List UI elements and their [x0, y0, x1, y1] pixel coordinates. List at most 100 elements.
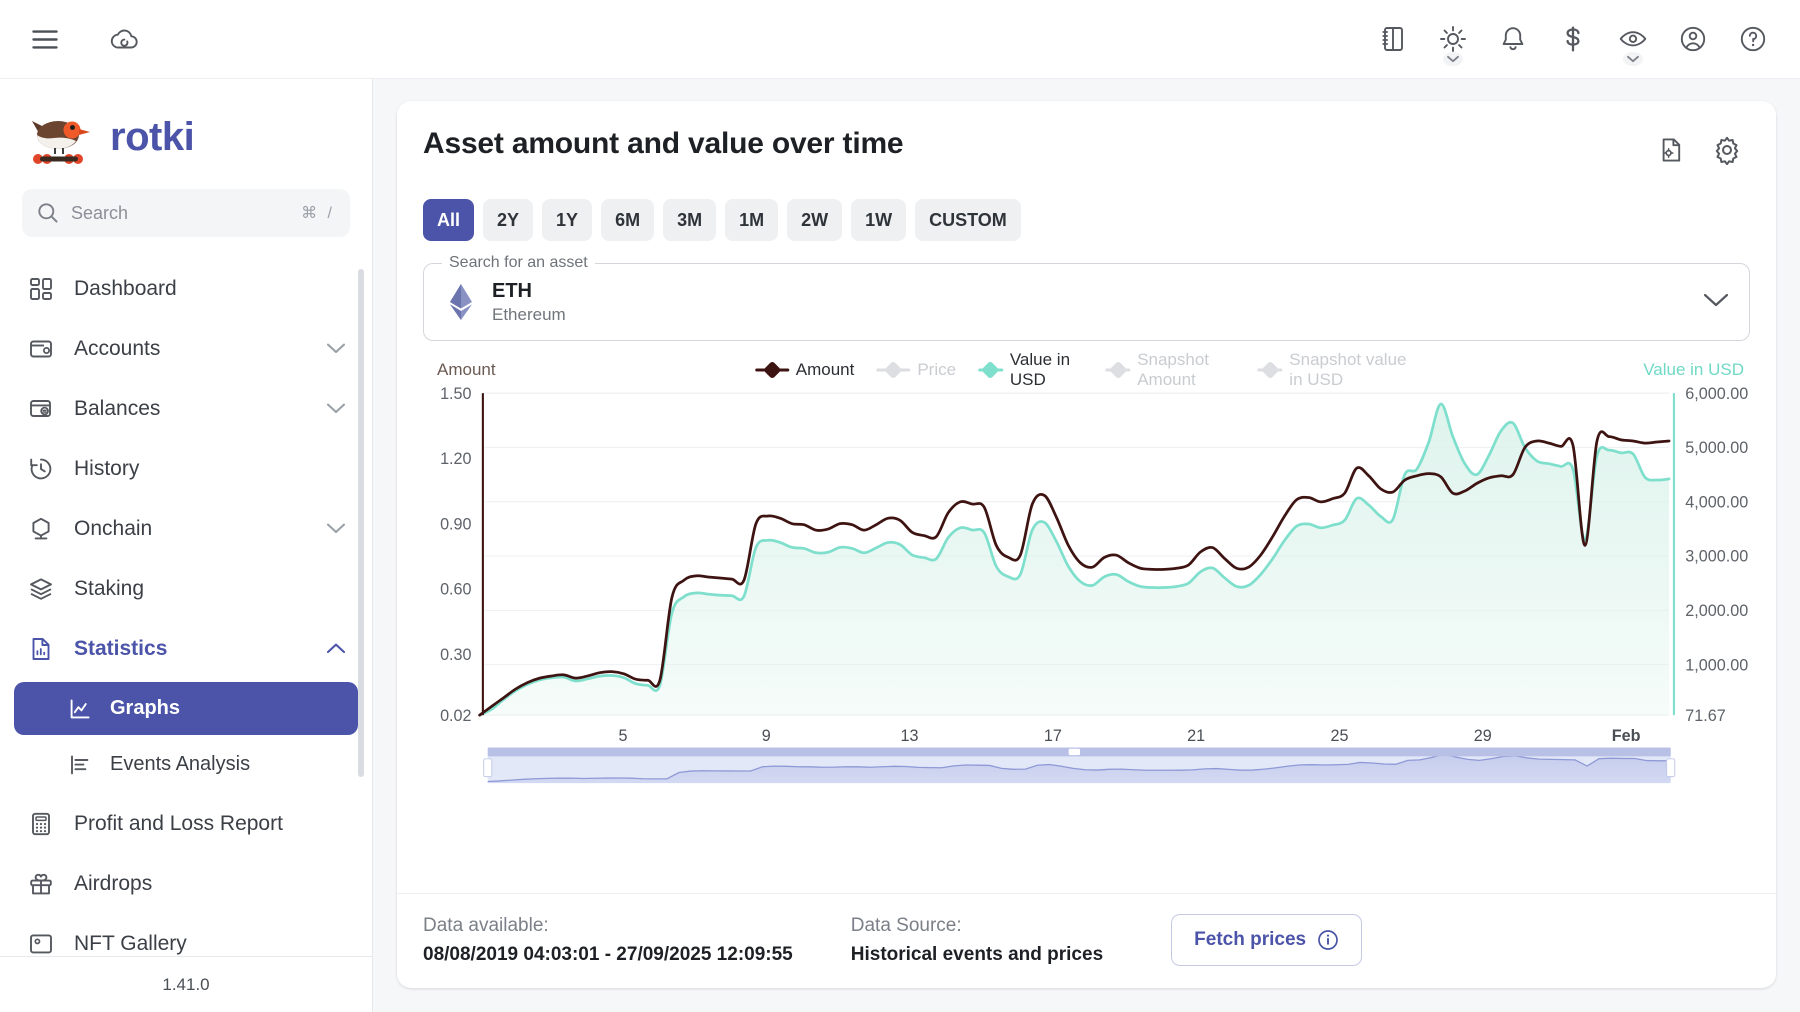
- svg-text:1.50: 1.50: [440, 385, 471, 403]
- svg-text:0.30: 0.30: [440, 646, 471, 664]
- sidebar-item-history[interactable]: History: [0, 439, 372, 499]
- legend-item-price[interactable]: Price: [876, 360, 956, 380]
- account-circle-icon[interactable]: [1670, 16, 1716, 62]
- sidebar-item-graphs[interactable]: Graphs: [14, 682, 358, 735]
- sidebar-item-label: Statistics: [74, 637, 168, 660]
- chevron-down-icon[interactable]: [1703, 292, 1729, 313]
- svg-text:13: 13: [901, 727, 919, 745]
- range-button-1y[interactable]: 1Y: [542, 199, 593, 241]
- legend-label: Snapshot value in USD: [1289, 350, 1407, 389]
- main-content: Asset amount and value over time All 2Y …: [373, 79, 1800, 1012]
- graph-card: Asset amount and value over time All 2Y …: [397, 101, 1776, 988]
- legend-item-value-in-usd[interactable]: Value in USD: [978, 350, 1083, 390]
- search-shortcut: ⌘ /: [301, 205, 335, 222]
- sidebar-scrollbar-track[interactable]: [358, 263, 368, 950]
- gear-icon[interactable]: [1704, 127, 1750, 173]
- range-button-6m[interactable]: 6M: [601, 199, 655, 241]
- chevron-up-icon[interactable]: [326, 637, 346, 661]
- card-header: Asset amount and value over time: [423, 127, 1750, 173]
- sidebar-item-dashboard[interactable]: Dashboard: [0, 259, 372, 319]
- range-button-2y[interactable]: 2Y: [483, 199, 534, 241]
- theme-sun-icon[interactable]: [1430, 16, 1476, 66]
- bar-list-icon: [71, 754, 89, 774]
- sidebar-item-profit-and-loss-report[interactable]: Profit and Loss Report: [0, 794, 372, 854]
- range-slider-handle-right[interactable]: [1666, 758, 1676, 778]
- left-axis-title: Amount: [437, 360, 496, 379]
- sidebar: rotki Search ⌘ / Dashboard Accounts: [0, 79, 373, 1012]
- svg-text:21: 21: [1187, 727, 1205, 745]
- range-button-3m[interactable]: 3M: [663, 199, 717, 241]
- sidebar-item-events-analysis[interactable]: Events Analysis: [14, 738, 358, 791]
- legend-label: Snapshot Amount: [1137, 350, 1210, 389]
- legend-item-snapshot-amount[interactable]: Snapshot Amount: [1105, 350, 1235, 390]
- range-button-all[interactable]: All: [423, 199, 475, 241]
- chart-area: Amount Amount Price: [423, 350, 1750, 893]
- legend-marker-icon: [1257, 364, 1282, 376]
- chevron-down-icon[interactable]: [326, 337, 346, 361]
- brand-name: rotki: [110, 114, 195, 159]
- chart-document-icon: [32, 638, 50, 660]
- eye-icon[interactable]: [1610, 16, 1656, 66]
- asset-select-legend: Search for an asset: [442, 254, 595, 272]
- range-button-1m[interactable]: 1M: [725, 199, 779, 241]
- fetch-prices-button[interactable]: Fetch prices: [1171, 914, 1363, 966]
- legend-item-snapshot-value-in-usd[interactable]: Snapshot value in USD: [1257, 350, 1418, 390]
- legend-marker-icon: [755, 364, 789, 376]
- sidebar-item-label: Airdrops: [74, 872, 153, 895]
- svg-text:5: 5: [618, 727, 627, 745]
- sidebar-nav: Dashboard Accounts Balances History: [0, 259, 372, 956]
- topbar-actions: [1370, 16, 1776, 66]
- legend-item-amount[interactable]: Amount: [755, 360, 855, 380]
- sidebar-item-onchain[interactable]: Onchain: [0, 499, 372, 559]
- page-title: Asset amount and value over time: [423, 127, 904, 160]
- svg-text:17: 17: [1044, 727, 1062, 745]
- sidebar-item-statistics[interactable]: Statistics: [0, 619, 372, 679]
- svg-text:9: 9: [762, 727, 771, 745]
- brand-logo[interactable]: rotki: [0, 79, 372, 189]
- chevron-down-icon[interactable]: [326, 517, 346, 541]
- dollar-icon[interactable]: [1550, 16, 1596, 62]
- fetch-prices-label: Fetch prices: [1194, 929, 1307, 950]
- chevron-down-icon[interactable]: [326, 397, 346, 421]
- legend-label: Amount: [795, 360, 855, 379]
- sidebar-scrollbar-thumb[interactable]: [358, 269, 364, 777]
- search-input[interactable]: Search ⌘ /: [22, 189, 350, 237]
- notes-icon[interactable]: [1370, 16, 1416, 62]
- sidebar-item-airdrops[interactable]: Airdrops: [0, 854, 372, 914]
- svg-text:0.60: 0.60: [440, 581, 471, 599]
- range-button-2w[interactable]: 2W: [787, 199, 843, 241]
- search-icon: [38, 203, 58, 223]
- chevron-down-icon[interactable]: [1623, 52, 1643, 66]
- sidebar-item-label: Balances: [74, 397, 161, 420]
- bell-icon[interactable]: [1490, 16, 1536, 62]
- range-button-custom[interactable]: CUSTOM: [915, 199, 1021, 241]
- sidebar-item-label: Events Analysis: [110, 753, 251, 775]
- time-range-selector: All 2Y 1Y 6M 3M 1M 2W 1W CUSTOM: [423, 199, 1750, 241]
- file-settings-icon[interactable]: [1648, 127, 1694, 173]
- svg-text:0.90: 0.90: [440, 515, 471, 533]
- range-button-1w[interactable]: 1W: [851, 199, 907, 241]
- range-slider-handle-left[interactable]: [483, 758, 493, 778]
- asset-select[interactable]: Search for an asset ETH Ethereum: [423, 254, 1750, 341]
- help-circle-icon[interactable]: [1730, 16, 1776, 62]
- svg-text:25: 25: [1330, 727, 1348, 745]
- chart-plot[interactable]: 1.50 1.20 0.90 0.60 0.30 0.02 6,000.00 5,000.00…: [423, 385, 1750, 790]
- sidebar-item-nft-gallery[interactable]: NFT Gallery: [0, 914, 372, 956]
- hamburger-menu-icon[interactable]: [22, 16, 68, 62]
- sidebar-item-label: Staking: [74, 577, 145, 600]
- sidebar-item-accounts[interactable]: Accounts: [0, 319, 372, 379]
- svg-text:29: 29: [1474, 727, 1492, 745]
- sidebar-item-staking[interactable]: Staking: [0, 559, 372, 619]
- svg-text:5,000.00: 5,000.00: [1685, 439, 1748, 457]
- sidebar-item-label: NFT Gallery: [74, 932, 187, 955]
- cube-node-icon: [32, 517, 50, 540]
- range-slider-grip: [1068, 748, 1081, 756]
- layers-icon: [30, 578, 52, 600]
- sidebar-item-label: History: [74, 457, 140, 480]
- cloud-sync-icon[interactable]: [102, 16, 148, 62]
- sidebar-item-balances[interactable]: Balances: [0, 379, 372, 439]
- card-footer: Data available: 08/08/2019 04:03:01 - 27…: [397, 893, 1776, 988]
- chevron-down-icon[interactable]: [1443, 52, 1463, 66]
- chart-svg[interactable]: 1.50 1.20 0.90 0.60 0.30 0.02 6,000.00 5,000.00…: [423, 385, 1750, 790]
- legend-label: Price: [917, 360, 957, 379]
